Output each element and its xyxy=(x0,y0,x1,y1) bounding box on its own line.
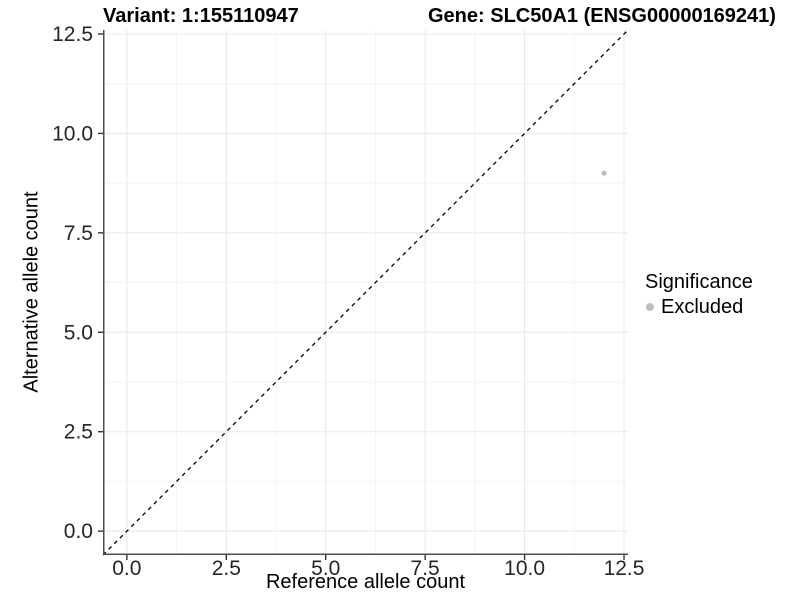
y-tick-label: 5.0 xyxy=(64,321,93,344)
x-tick-label: 5.0 xyxy=(311,557,340,580)
identity-line xyxy=(102,29,629,556)
gene-title: Gene: SLC50A1 (ENSG00000169241) xyxy=(428,5,776,27)
y-tick-label: 0.0 xyxy=(64,520,93,543)
legend-item-label: Excluded xyxy=(661,296,744,318)
legend-item: Excluded xyxy=(645,295,753,319)
x-tick-label: 7.5 xyxy=(411,557,440,580)
x-tick-label: 0.0 xyxy=(112,557,141,580)
legend-dot-icon xyxy=(646,303,654,311)
plot-svg: 0.0 2.5 5.0 7.5 10.0 12.5 0.0 2.5 5.0 7.5 10.0 12.5 xyxy=(52,23,644,580)
x-tick-label: 10.0 xyxy=(504,557,545,580)
y-tick-label: 10.0 xyxy=(52,122,93,145)
x-axis-title: Reference allele count xyxy=(265,571,465,593)
x-tick-label: 2.5 xyxy=(212,557,241,580)
y-tick-label: 7.5 xyxy=(64,222,93,245)
data-point xyxy=(601,170,607,176)
variant-title: Variant: 1:155110947 xyxy=(103,5,299,27)
legend: Significance Excluded xyxy=(645,270,753,319)
y-axis-title: Alternative allele count xyxy=(20,191,43,393)
y-tick-label: 12.5 xyxy=(52,23,93,46)
x-tick-label: 12.5 xyxy=(604,557,645,580)
plot-panel: 0.0 2.5 5.0 7.5 10.0 12.5 0.0 2.5 5.0 7.5 10.0 12.5 xyxy=(52,23,644,580)
legend-title: Significance xyxy=(645,271,753,293)
y-tick-label: 2.5 xyxy=(64,421,93,444)
